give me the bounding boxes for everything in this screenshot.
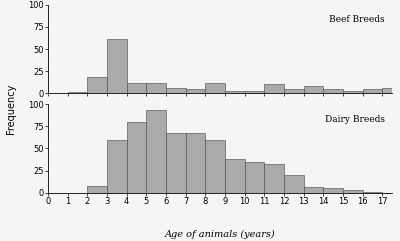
- Bar: [284, 89, 304, 94]
- Bar: [166, 133, 186, 193]
- Bar: [87, 77, 107, 94]
- Bar: [107, 39, 127, 94]
- Bar: [244, 162, 264, 193]
- Bar: [186, 133, 205, 193]
- Bar: [205, 140, 225, 193]
- Bar: [205, 83, 225, 94]
- Bar: [343, 91, 362, 94]
- Bar: [264, 164, 284, 193]
- Bar: [87, 186, 107, 193]
- Bar: [186, 89, 205, 94]
- Bar: [264, 84, 284, 94]
- Bar: [127, 122, 146, 193]
- Bar: [225, 91, 244, 94]
- Bar: [323, 89, 343, 94]
- Bar: [382, 88, 400, 94]
- Text: Beef Breeds: Beef Breeds: [330, 15, 385, 24]
- Bar: [323, 188, 343, 193]
- Bar: [166, 88, 186, 94]
- Bar: [284, 175, 304, 193]
- Bar: [244, 91, 264, 94]
- Bar: [362, 89, 382, 94]
- Bar: [146, 110, 166, 193]
- Text: Dairy Breeds: Dairy Breeds: [325, 115, 385, 124]
- Bar: [225, 159, 244, 193]
- Bar: [343, 190, 362, 193]
- Bar: [127, 83, 146, 94]
- Text: Age of animals (years): Age of animals (years): [165, 229, 275, 239]
- Bar: [362, 192, 382, 193]
- Bar: [304, 86, 323, 94]
- Text: Frequency: Frequency: [6, 83, 16, 134]
- Bar: [68, 92, 87, 94]
- Bar: [304, 187, 323, 193]
- Bar: [107, 140, 127, 193]
- Bar: [146, 83, 166, 94]
